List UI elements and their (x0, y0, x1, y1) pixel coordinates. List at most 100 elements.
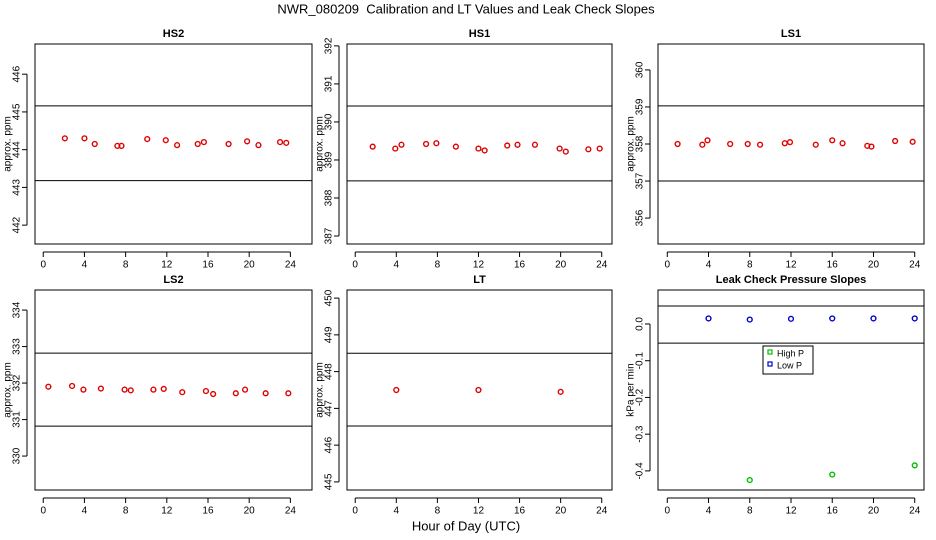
data-point (276, 139, 284, 146)
y-axis-label: approx. ppm (3, 116, 14, 172)
x-tick-label: 12 (785, 506, 797, 517)
x-tick-label: 0 (352, 260, 358, 271)
x-tick-label: 4 (706, 260, 712, 271)
plot-frame (657, 289, 925, 491)
data-point (232, 390, 239, 397)
x-tick-label: 20 (555, 260, 567, 271)
x-tick-label: 12 (161, 506, 173, 517)
y-tick-label: 330 (12, 447, 23, 464)
y-tick-label: 0.0 (635, 317, 646, 331)
y-tick-label: -0.4 (635, 462, 646, 480)
data-point (81, 135, 88, 142)
data-point (727, 140, 734, 148)
data-point (174, 142, 181, 149)
data-point (756, 141, 764, 148)
data-point (194, 140, 201, 148)
plot-frame (657, 43, 925, 245)
x-tick-label: 16 (827, 260, 839, 271)
data-point (162, 137, 169, 144)
data-point (699, 141, 706, 148)
panel-title: LS1 (781, 28, 801, 40)
data-point (255, 142, 262, 149)
y-tick-label: 331 (12, 411, 23, 428)
y-axis-label: kPa per min (626, 363, 637, 416)
x-tick-label: 8 (435, 260, 441, 271)
x-tick-label: 0 (40, 506, 46, 517)
data-point (596, 145, 603, 152)
data-point (481, 147, 488, 154)
x-tick-label: 8 (123, 506, 129, 517)
data-point (787, 315, 795, 322)
y-tick-label: 449 (324, 326, 335, 343)
data-point (557, 388, 564, 395)
data-point (746, 316, 753, 323)
x-tick-label: 8 (123, 260, 129, 271)
data-point (556, 145, 563, 152)
y-tick-label: 392 (324, 37, 335, 54)
data-point (829, 471, 836, 478)
legend-label: Low P (777, 360, 802, 370)
data-point (225, 140, 232, 148)
data-point (244, 138, 251, 145)
panel-title: Leak Check Pressure Slopes (716, 274, 866, 286)
data-point (585, 146, 592, 153)
x-tick-label: 12 (785, 260, 797, 271)
x-tick-label: 24 (596, 506, 608, 517)
x-tick-label: 20 (868, 260, 880, 271)
plot-frame (34, 289, 313, 491)
x-tick-label: 16 (514, 260, 526, 271)
y-tick-label: 450 (324, 289, 335, 306)
y-tick-label: 332 (12, 374, 23, 391)
data-point (68, 382, 76, 390)
y-axis-label: approx. ppm (626, 116, 637, 172)
data-point (433, 140, 440, 147)
data-point (97, 385, 105, 392)
data-point (422, 140, 430, 148)
data-point (150, 386, 157, 393)
data-point (241, 386, 249, 393)
data-point (868, 143, 875, 150)
data-point (704, 137, 711, 144)
data-point (812, 141, 819, 148)
x-tick-label: 0 (664, 506, 670, 517)
plot-frame (34, 43, 313, 245)
x-tick-label: 24 (909, 506, 921, 517)
x-tick-label: 4 (706, 506, 712, 517)
data-point (746, 476, 753, 484)
x-tick-label: 0 (352, 506, 358, 517)
x-tick-label: 24 (596, 260, 608, 271)
y-tick-label: 446 (12, 65, 23, 82)
data-point (504, 142, 511, 149)
y-tick-label: 390 (324, 113, 335, 130)
plot-frame (346, 289, 613, 491)
x-tick-label: 8 (747, 506, 753, 517)
x-tick-label: 12 (473, 506, 485, 517)
panel-title: HS2 (163, 28, 184, 40)
y-tick-label: -0.1 (635, 352, 646, 370)
data-point (911, 315, 918, 322)
data-point (452, 143, 459, 150)
data-point (514, 141, 521, 148)
x-tick-label: 12 (161, 260, 173, 271)
data-point (283, 139, 290, 146)
data-point (870, 315, 877, 322)
panel-title: LS2 (163, 274, 183, 286)
x-tick-label: 16 (827, 506, 839, 517)
y-tick-label: 444 (12, 141, 23, 158)
data-point (744, 140, 751, 148)
data-point (909, 138, 916, 145)
x-tick-label: 20 (244, 260, 256, 271)
y-tick-label: 388 (324, 189, 335, 206)
data-point (369, 143, 376, 150)
legend-swatch (767, 361, 773, 367)
data-point (892, 137, 899, 145)
x-tick-label: 24 (909, 260, 921, 271)
data-point (393, 386, 400, 394)
data-point (475, 386, 482, 394)
figure-title: NWR_080209 Calibration and LT Values and… (277, 1, 655, 16)
data-point (829, 137, 836, 144)
legend-label: High P (777, 348, 804, 358)
x-tick-label: 0 (40, 260, 46, 271)
data-point (705, 315, 712, 322)
y-tick-label: 333 (12, 338, 23, 355)
